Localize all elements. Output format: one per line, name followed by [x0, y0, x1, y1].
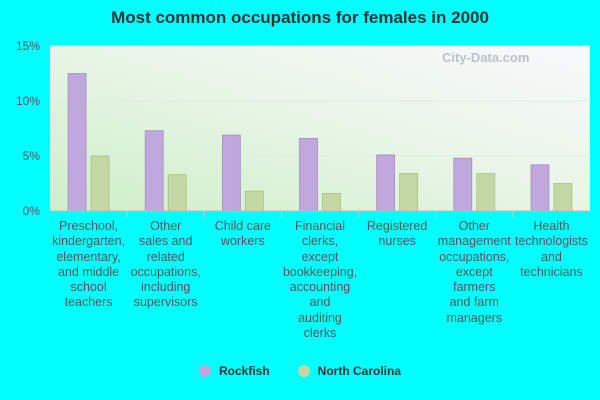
x-tick-label: Child care workers [214, 219, 271, 249]
legend-swatch-north-carolina [297, 365, 310, 377]
legend-label-rockfish: Rockfish [218, 364, 270, 378]
bar-north-carolina [553, 183, 573, 212]
bar-north-carolina [476, 173, 496, 212]
plot-area [50, 46, 590, 211]
legend-item-north-carolina: North Carolina [297, 364, 402, 378]
bar-north-carolina [167, 174, 187, 212]
bar-rockfish [376, 154, 396, 212]
grid-lines [50, 45, 590, 157]
legend-swatch-rockfish [198, 365, 211, 377]
bar-rockfish [67, 73, 87, 212]
bar-rockfish [299, 137, 318, 212]
x-tick-label: Registered nurses [366, 219, 428, 249]
y-tick-label: 10% [16, 94, 40, 108]
watermark: City-Data.com [442, 50, 530, 65]
bar-rockfish [453, 157, 473, 212]
x-tick-label: Other sales and related occupations, includi… [130, 219, 201, 310]
y-axis: 0% 5% 10% 15% [16, 39, 40, 218]
legend: Rockfish North Carolina [0, 364, 600, 378]
bar-north-carolina [399, 173, 419, 212]
x-tick-label: Preschool, kindergarten, elementary, and mi… [52, 219, 126, 310]
y-tick-label: 5% [23, 149, 41, 163]
bar-rockfish [144, 130, 164, 212]
chart-title: Most common occupations for females in 2… [111, 8, 489, 27]
legend-label-north-carolina: North Carolina [317, 364, 402, 378]
bars [67, 73, 573, 212]
x-tick-label: Financial clerks, except bookkeeping, accoun… [282, 219, 358, 341]
x-axis [50, 210, 590, 217]
bar-north-carolina [90, 155, 110, 212]
bar-rockfish [221, 134, 241, 212]
y-tick-label: 0% [23, 204, 41, 218]
y-tick-label: 15% [16, 39, 40, 53]
x-tick-label: Other management occupations, except farmers… [437, 219, 511, 325]
x-tick-label: Health technologists and technicians [514, 219, 588, 279]
bar-north-carolina [244, 190, 264, 212]
legend-item-rockfish: Rockfish [198, 364, 270, 378]
bar-north-carolina [322, 192, 341, 212]
bar-rockfish [530, 164, 550, 212]
